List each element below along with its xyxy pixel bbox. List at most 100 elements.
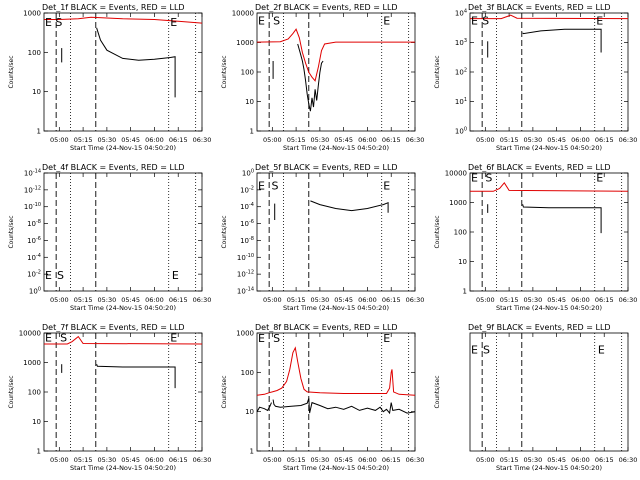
x-tick-label: 05:45 (547, 136, 566, 144)
event-marker-label: E (596, 14, 603, 27)
lld-series-line (256, 346, 416, 396)
events-series-line (96, 27, 176, 98)
y-axis-label: Counts/sec (434, 375, 441, 408)
plot-title: Det_9f BLACK = Events, RED = LLD (468, 323, 611, 332)
x-axis-label: Start Time (24-Nov-15 04:50:20) (70, 304, 176, 312)
x-tick-label: 05:00 (476, 296, 495, 304)
plot-title: Det_1f BLACK = Events, RED = LLD (42, 3, 185, 12)
y-tick-label: 10 (245, 408, 254, 416)
y-tick-label: 1 (37, 128, 41, 136)
plot-title: Det_6f BLACK = Events, RED = LLD (468, 163, 611, 172)
y-tick-label: 101 (455, 97, 467, 106)
x-tick-label: 05:30 (524, 136, 543, 144)
y-tick-label: 10-14 (237, 287, 254, 296)
x-tick-label: 05:30 (98, 456, 117, 464)
y-tick-label: 10-14 (24, 169, 41, 178)
x-tick-label: 06:30 (619, 296, 638, 304)
y-tick-label: 1000 (23, 359, 41, 367)
y-tick-label: 1 (250, 128, 254, 136)
events-series-line (522, 28, 602, 53)
x-tick-label: 06:15 (382, 296, 401, 304)
lld-series-line (44, 16, 203, 24)
event-marker-label: E (471, 172, 478, 185)
x-axis-label: Start Time (24-Nov-15 04:50:20) (283, 304, 389, 312)
y-tick-label: 1 (37, 448, 41, 456)
plot-panel: Det_9f BLACK = Events, RED = LLD Counts/s… (434, 323, 637, 472)
x-axis-label: Start Time (24-Nov-15 04:50:20) (70, 144, 176, 152)
x-tick-label: 05:15 (74, 456, 93, 464)
x-axis-label: Start Time (24-Nov-15 04:50:20) (283, 464, 389, 472)
x-tick-label: 06:30 (406, 456, 425, 464)
x-tick-label: 05:00 (50, 296, 69, 304)
y-tick-label: 1000 (236, 330, 254, 338)
event-marker-label: S (272, 179, 279, 192)
plot-panel: Det_8f BLACK = Events, RED = LLD Counts/s… (221, 323, 424, 472)
x-tick-label: 05:15 (287, 456, 306, 464)
x-tick-label: 05:00 (263, 136, 282, 144)
x-axis-label: Start Time (24-Nov-15 04:50:20) (496, 144, 602, 152)
x-tick-label: 06:30 (619, 456, 638, 464)
y-tick-label: 104 (455, 9, 467, 18)
y-tick-label: 10-6 (240, 219, 254, 228)
x-tick-label: 05:15 (74, 296, 93, 304)
y-axis-label: Counts/sec (8, 215, 15, 248)
x-tick-label: 05:45 (334, 136, 353, 144)
y-tick-label: 10-10 (237, 253, 254, 262)
event-marker-label: E (471, 343, 478, 356)
y-tick-label: 1000 (236, 39, 254, 47)
x-tick-label: 05:30 (311, 296, 330, 304)
x-tick-label: 05:30 (98, 296, 117, 304)
plot-frame (43, 332, 203, 452)
plot-frame (43, 12, 203, 132)
x-tick-label: 06:30 (406, 136, 425, 144)
event-marker-label: E (596, 172, 603, 185)
x-tick-label: 05:45 (547, 456, 566, 464)
x-tick-label: 06:15 (382, 456, 401, 464)
events-series-line (96, 364, 176, 389)
x-tick-label: 05:15 (74, 136, 93, 144)
lld-series-line (44, 335, 203, 345)
plot-title: Det_3f BLACK = Events, RED = LLD (468, 3, 611, 12)
y-tick-label: 10000 (445, 170, 467, 178)
y-tick-label: 10-12 (24, 185, 41, 194)
events-series-line (310, 200, 389, 213)
x-tick-label: 06:15 (382, 136, 401, 144)
x-axis-label: Start Time (24-Nov-15 04:50:20) (70, 464, 176, 472)
events-series-line (256, 402, 272, 412)
y-tick-label: 1000 (449, 199, 467, 207)
event-marker-label: E (45, 269, 52, 282)
y-tick-label: 10-8 (240, 236, 254, 245)
plot-frame (256, 332, 416, 452)
plot-title: Det_2f BLACK = Events, RED = LLD (255, 3, 398, 12)
y-tick-label: 1 (463, 288, 467, 296)
event-marker-label: E (383, 179, 390, 192)
x-tick-label: 05:00 (476, 456, 495, 464)
event-marker-label: E (170, 332, 177, 345)
y-tick-label: 1 (250, 448, 254, 456)
event-marker-label: E (258, 179, 265, 192)
y-axis-label: Counts/sec (8, 375, 15, 408)
event-marker-label: E (383, 332, 390, 345)
y-tick-label: 102 (455, 68, 467, 77)
event-marker-label: E (45, 16, 52, 29)
x-tick-label: 06:15 (169, 456, 188, 464)
x-tick-label: 06:30 (193, 296, 212, 304)
x-tick-label: 05:45 (334, 296, 353, 304)
x-tick-label: 05:45 (121, 456, 140, 464)
y-tick-label: 10-2 (240, 185, 254, 194)
plot-frame (256, 12, 416, 132)
y-tick-label: 10-8 (27, 219, 41, 228)
x-tick-label: 06:30 (619, 136, 638, 144)
plot-frame (469, 332, 629, 452)
x-tick-label: 05:00 (476, 136, 495, 144)
x-tick-label: 05:00 (50, 456, 69, 464)
x-tick-label: 06:00 (145, 136, 164, 144)
plot-panel: Det_1f BLACK = Events, RED = LLD Counts/s… (8, 3, 211, 152)
x-tick-label: 06:30 (193, 136, 212, 144)
x-tick-label: 06:00 (571, 456, 590, 464)
y-tick-label: 10-12 (237, 270, 254, 279)
x-tick-label: 06:15 (169, 136, 188, 144)
y-tick-label: 100 (455, 127, 467, 136)
y-axis-label: Counts/sec (221, 215, 228, 248)
